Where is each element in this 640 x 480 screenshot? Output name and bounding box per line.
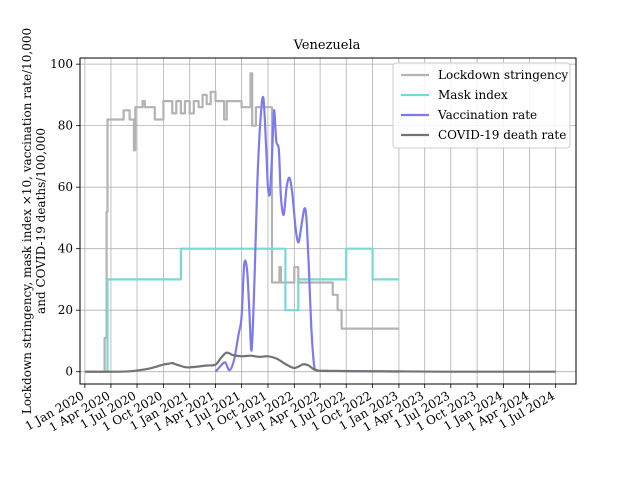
y-tick-label: 100 (50, 57, 73, 71)
legend-box (392, 62, 571, 149)
series-lines (84, 72, 556, 373)
y-tick-label: 60 (58, 180, 73, 194)
legend-label-2: Vaccination rate (437, 108, 537, 122)
grid (80, 58, 576, 384)
y-tick-label: 80 (58, 119, 73, 133)
y-tick-label: 40 (58, 242, 73, 256)
y-axis-label-line-2: and COVID-19 deaths/100,000 (34, 128, 48, 314)
plot-frame (79, 57, 577, 385)
y-tick-label: 0 (65, 365, 73, 379)
legend-label-3: COVID-19 death rate (438, 128, 566, 142)
series-line-1 (84, 247, 399, 373)
legend: Lockdown stringency Mask index Vaccination… (392, 62, 571, 149)
series-line-2 (214, 95, 399, 373)
y-axis: 0 20 40 60 80 100 (50, 57, 80, 379)
y-axis-label-line-1: Lockdown stringency, mask index ×10, vac… (20, 28, 34, 414)
legend-label-0: Lockdown stringency (438, 68, 568, 82)
y-tick-label: 20 (58, 303, 73, 317)
series-line-0 (84, 72, 399, 373)
chart-title: Venezuela (293, 38, 361, 53)
series-line-3 (84, 351, 556, 373)
legend-label-1: Mask index (438, 88, 508, 102)
